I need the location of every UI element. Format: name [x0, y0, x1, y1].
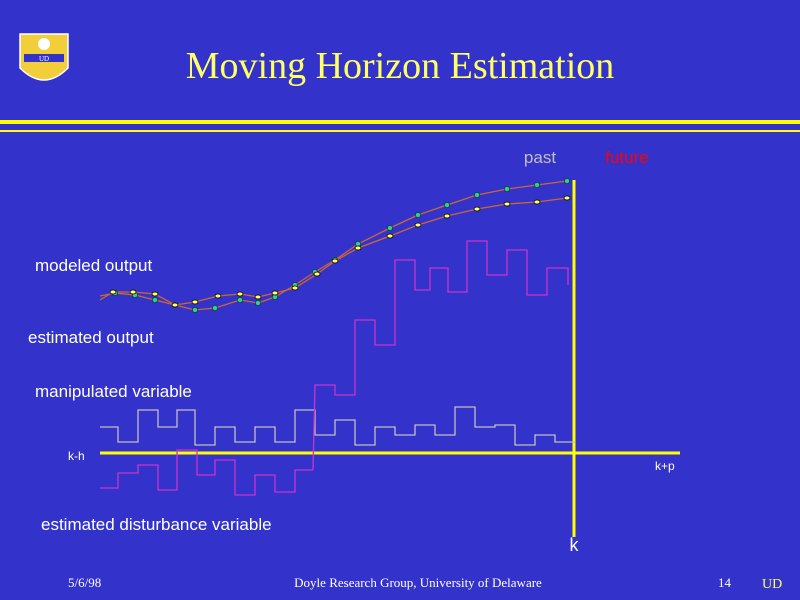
modeled-dot: [415, 212, 421, 218]
estimated-dot: [313, 271, 321, 277]
estimated-dot: [503, 201, 511, 207]
estimated-dot: [331, 258, 339, 264]
start-label: k-h: [68, 449, 85, 463]
manipulated-variable-label: manipulated variable: [35, 382, 192, 401]
modeled-dot: [504, 186, 510, 192]
estimated-dot: [386, 233, 394, 239]
rule: [0, 130, 800, 132]
estimated-dot: [254, 294, 262, 300]
estimated-dot: [109, 289, 117, 295]
logo-text: UD: [39, 55, 49, 63]
estimated-dot: [354, 245, 362, 251]
modeled-output-label: modeled output: [35, 256, 152, 275]
gray-signal: [100, 406, 575, 446]
footer-date: 5/6/98: [68, 575, 101, 590]
estimated-dot: [473, 206, 481, 212]
future-label: future: [605, 148, 648, 167]
modeled-dot: [387, 225, 393, 231]
estimated-dot: [563, 195, 571, 201]
estimated-dot: [151, 291, 159, 297]
disturbance-signal: [100, 449, 313, 496]
estimated-dot: [171, 302, 179, 308]
estimated-dot: [414, 222, 422, 228]
rule: [0, 120, 800, 124]
modeled-dot: [564, 178, 570, 184]
title: Moving Horizon Estimation: [186, 45, 615, 87]
modeled-dot: [152, 297, 158, 303]
modeled-dot: [255, 300, 261, 306]
modeled-dot: [192, 307, 198, 313]
modeled-dot: [444, 202, 450, 208]
footer-logo: UD: [762, 577, 782, 592]
curves: [99, 178, 571, 313]
estimated-dot: [291, 285, 299, 291]
end-label: k+p: [655, 459, 675, 473]
estimated-dot: [236, 291, 244, 297]
modeled-dot: [474, 192, 480, 198]
estimated-output-label: estimated output: [28, 328, 154, 347]
modeled-dot: [212, 305, 218, 311]
manipulated-signal: [312, 240, 569, 471]
estimated-dot: [129, 289, 137, 295]
estimated-dot: [271, 290, 279, 296]
footer-page: 14: [718, 575, 732, 590]
footer-credit: Doyle Research Group, University of Dela…: [294, 575, 542, 590]
estimated-dot: [443, 213, 451, 219]
estimated-dot: [533, 199, 541, 205]
logo: UD: [19, 33, 69, 81]
disturbance-label: estimated disturbance variable: [41, 515, 272, 534]
now-label: k: [570, 535, 580, 555]
modeled-dot: [534, 182, 540, 188]
past-label: past: [524, 148, 556, 167]
modeled-dot: [237, 297, 243, 303]
estimated-dot: [191, 299, 199, 305]
estimated-dot: [214, 293, 222, 299]
